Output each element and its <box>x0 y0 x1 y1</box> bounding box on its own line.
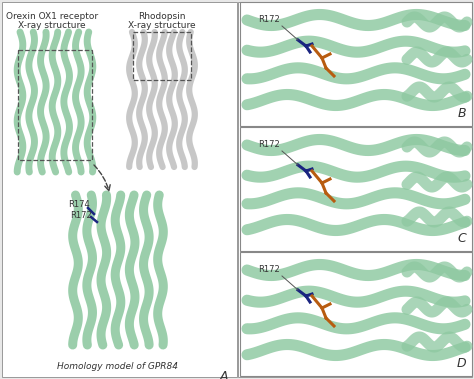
Text: Homology model of GPR84: Homology model of GPR84 <box>57 362 179 371</box>
Bar <box>2 2 237 377</box>
Text: X-ray structure: X-ray structure <box>18 21 86 30</box>
Text: Rhodopsin: Rhodopsin <box>138 12 186 21</box>
Bar <box>18 50 92 160</box>
Text: A: A <box>219 370 228 379</box>
Text: R172: R172 <box>258 15 280 24</box>
Bar <box>240 127 472 251</box>
Text: D: D <box>456 357 466 370</box>
Text: X-ray structure: X-ray structure <box>128 21 196 30</box>
Text: B: B <box>457 107 466 120</box>
Text: R172: R172 <box>70 211 92 220</box>
Text: R174: R174 <box>68 200 90 209</box>
Bar <box>133 32 191 80</box>
Text: Orexin OX1 receptor: Orexin OX1 receptor <box>6 12 98 21</box>
Text: R172: R172 <box>258 140 280 149</box>
Bar <box>240 2 472 126</box>
Bar <box>238 2 472 377</box>
Text: R172: R172 <box>258 265 280 274</box>
Text: C: C <box>457 232 466 245</box>
Bar <box>240 252 472 376</box>
